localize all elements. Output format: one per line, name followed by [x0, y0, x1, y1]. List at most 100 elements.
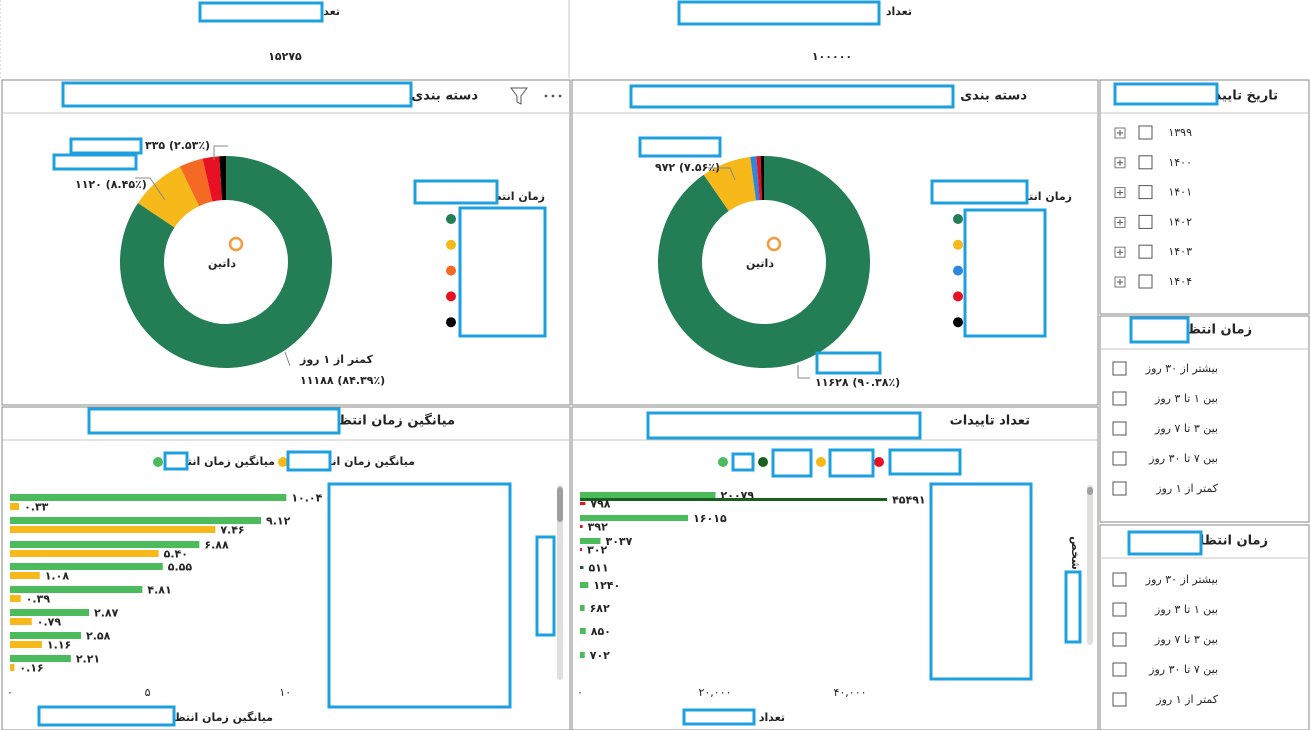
donut-slice: [703, 156, 756, 211]
donut-slice: [119, 156, 332, 368]
more-icon[interactable]: [544, 94, 562, 98]
bar: [580, 566, 584, 569]
slicer-item: بین ۱ تا ۳ روز: [1154, 603, 1218, 616]
redaction-box: [535, 535, 556, 637]
bar: [580, 492, 716, 498]
donut-slice: [658, 156, 870, 368]
slicer-item: بین ۳ تا ۷ روز: [1154, 633, 1218, 646]
data-label: ۱۲۴۰: [593, 579, 620, 592]
checkbox[interactable]: [1112, 481, 1127, 496]
redaction-box: [930, 179, 1029, 205]
data-label: ۴۵۴۹۱: [892, 494, 926, 507]
legend-marker: [446, 239, 456, 250]
checkbox[interactable]: [1138, 125, 1153, 140]
redaction-box: [52, 153, 138, 171]
slicer-item: ۱۴۰۰: [1168, 156, 1192, 169]
redaction-box: [1064, 570, 1082, 644]
checkbox[interactable]: [1112, 421, 1127, 436]
data-label: ۱.۱۶: [47, 639, 71, 652]
checkbox[interactable]: [1138, 185, 1153, 200]
legend-marker: [953, 239, 963, 250]
scrollbar-thumb[interactable]: [1087, 487, 1093, 495]
slicer-title: زمان انتظار: [1191, 534, 1268, 549]
slicer-item: بین ۱ تا ۳ روز: [1154, 392, 1218, 405]
data-label: ۵۱۱: [588, 562, 608, 575]
bar: [580, 605, 585, 611]
slicer-item: بین ۳ تا ۷ روز: [1154, 422, 1218, 435]
data-label: ۱.۰۸: [45, 570, 70, 583]
redaction-box: [87, 407, 341, 435]
redaction-box: [61, 81, 413, 108]
data-label: ۱۱۲۰ (۸.۴۵٪): [75, 178, 147, 191]
slicer-item: کمتر از ۱ روز: [1155, 693, 1218, 706]
checkbox[interactable]: [1112, 451, 1127, 466]
bar: [10, 595, 21, 602]
scrollbar-thumb[interactable]: [557, 487, 563, 522]
checkbox[interactable]: [1112, 602, 1127, 617]
checkbox[interactable]: [1138, 274, 1153, 289]
slicer-panel: [1099, 79, 1310, 315]
x-tick-label: ۰: [577, 686, 583, 699]
checkbox[interactable]: [1138, 155, 1153, 170]
bar: [10, 664, 15, 671]
bar: [10, 541, 200, 548]
bar: [580, 498, 888, 501]
expand-plus: [1117, 279, 1123, 285]
data-label: ۰.۳۹: [26, 593, 51, 606]
slicer-item: ۱۴۰۲: [1168, 215, 1192, 228]
scrollbar[interactable]: [557, 485, 563, 680]
data-label: ۹.۱۲: [266, 515, 291, 528]
donut-slice: [760, 156, 764, 201]
legend-marker: [953, 317, 963, 328]
legend-marker: [446, 214, 456, 224]
scrollbar[interactable]: [1087, 485, 1093, 645]
slicer-title: زمان انتظار: [1175, 323, 1252, 338]
leader-line: [135, 177, 166, 201]
checkbox[interactable]: [1112, 391, 1127, 406]
slicer-item: ۱۳۹۹: [1168, 126, 1192, 139]
redaction-box: [828, 448, 875, 478]
card-value: ۱۵۲۷۵: [268, 50, 302, 63]
expand-plus: [1117, 189, 1123, 196]
legend-marker: [953, 214, 963, 224]
bar: [10, 586, 143, 593]
checkbox[interactable]: [1112, 662, 1127, 677]
chart-title: تعداد تاییدات: [950, 414, 1030, 429]
redaction-box: [163, 451, 189, 471]
bar: [580, 538, 601, 544]
x-axis-title: تعداد: [759, 711, 785, 724]
slicer-item: ۱۴۰۱: [1168, 186, 1192, 199]
expand-plus: [1117, 130, 1123, 136]
legend-marker: [816, 457, 826, 467]
x-tick-label: ۰: [7, 686, 13, 699]
x-tick-label: ۱۰: [279, 686, 291, 699]
data-label: ۸۵۰: [591, 625, 611, 638]
filter-icon[interactable]: [510, 87, 528, 105]
leader-line: [284, 351, 291, 367]
bar: [10, 494, 287, 501]
redaction-box: [629, 84, 955, 109]
checkbox[interactable]: [1112, 572, 1127, 587]
slicer-item: بیشتر از ۳۰ روز: [1145, 573, 1218, 586]
checkbox[interactable]: [1138, 244, 1153, 259]
bar: [10, 526, 216, 533]
slicer-panel: [1099, 315, 1310, 523]
expand-plus: [1117, 219, 1123, 226]
checkbox[interactable]: [1112, 361, 1127, 376]
expand-plus: [1117, 159, 1123, 166]
slicer-item: بیشتر از ۳۰ روز: [1145, 362, 1218, 375]
checkbox[interactable]: [1112, 692, 1127, 707]
checkbox[interactable]: [1112, 632, 1127, 647]
leader-line: [708, 167, 736, 181]
card-value: ۱۰۰۰۰۰: [812, 50, 852, 63]
chart-title: میانگین زمان انتظار: [326, 413, 455, 429]
legend-marker: [446, 317, 456, 328]
data-label: ۵.۵۵: [168, 561, 193, 574]
donut-slice: [756, 156, 763, 201]
redaction-box: [1129, 316, 1190, 344]
data-label: ۹۷۲ (۷.۵۶٪): [655, 161, 720, 174]
checkbox[interactable]: [1138, 214, 1153, 229]
data-label: ۳۳۵ (۲.۵۳٪): [145, 139, 210, 152]
legend-marker: [278, 457, 288, 467]
redaction-box: [929, 482, 1033, 681]
